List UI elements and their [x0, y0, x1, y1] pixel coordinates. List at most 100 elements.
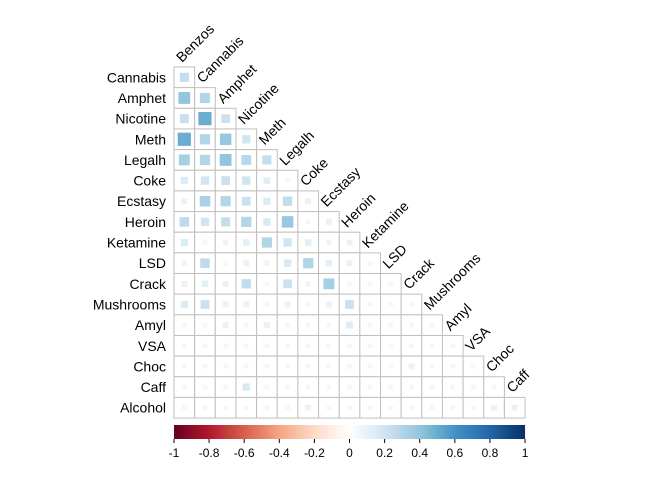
correlation-square	[198, 112, 212, 126]
correlation-cell	[276, 293, 299, 316]
column-label: LSD	[379, 241, 410, 272]
correlation-cell	[194, 149, 216, 171]
correlation-square	[281, 216, 294, 228]
correlation-cell	[235, 355, 258, 378]
correlation-cell	[297, 376, 320, 398]
colorbar-tick-label: 1	[522, 446, 529, 460]
correlation-square	[491, 384, 497, 390]
correlation-square	[180, 300, 188, 309]
correlation-square	[491, 404, 498, 411]
correlation-cell	[441, 376, 464, 398]
correlation-square	[182, 405, 187, 411]
correlation-cell	[214, 231, 237, 254]
colorbar-tick-label: 0.4	[411, 446, 428, 460]
correlation-square	[285, 384, 290, 390]
correlation-square	[202, 343, 208, 349]
correlation-square	[409, 302, 414, 307]
correlation-cell	[194, 211, 216, 233]
correlation-cell	[256, 273, 278, 295]
correlation-square	[223, 260, 228, 266]
correlation-cell	[297, 190, 320, 213]
correlation-cell	[214, 314, 237, 336]
correlation-square	[347, 364, 352, 369]
correlation-square	[181, 260, 187, 266]
correlation-cell	[235, 293, 258, 316]
row-label: Caff	[141, 379, 167, 395]
correlation-square	[347, 281, 352, 287]
correlation-cell	[297, 252, 320, 275]
correlation-cell	[318, 396, 340, 419]
correlation-square	[263, 322, 270, 329]
correlation-cell	[400, 334, 423, 357]
correlation-square	[241, 279, 251, 289]
correlation-square	[388, 364, 394, 369]
correlation-cell	[173, 190, 196, 213]
correlation-cell	[235, 334, 258, 357]
correlation-square	[303, 258, 314, 269]
correlation-cell	[256, 355, 278, 378]
correlation-square	[179, 217, 190, 227]
correlation-cell	[297, 396, 320, 419]
correlation-square	[367, 364, 373, 369]
correlation-cell	[359, 314, 382, 336]
correlation-cell	[194, 231, 216, 254]
correlation-cell	[483, 376, 505, 398]
colorbar-tick-label: -0.6	[234, 446, 255, 460]
correlation-cell	[380, 376, 402, 398]
correlation-square	[305, 198, 312, 205]
correlation-square	[182, 322, 187, 328]
correlation-cell	[194, 252, 216, 275]
correlation-square	[179, 114, 189, 124]
correlation-square	[347, 343, 352, 349]
correlation-square	[177, 132, 191, 146]
correlation-cell	[441, 396, 464, 419]
correlation-cell	[173, 211, 196, 233]
correlation-cell	[318, 376, 340, 398]
correlation-cell	[359, 293, 382, 316]
correlation-cell	[235, 231, 258, 254]
correlation-cell	[462, 355, 485, 378]
correlation-square	[243, 322, 249, 328]
correlation-cell	[318, 334, 340, 357]
correlation-square	[179, 72, 189, 82]
correlation-cell	[256, 376, 278, 398]
correlation-cell	[173, 87, 196, 109]
correlation-square	[264, 364, 270, 369]
correlation-cell	[214, 211, 237, 233]
correlation-square	[263, 218, 271, 226]
correlation-cell	[338, 293, 361, 316]
correlation-cell	[173, 334, 196, 357]
correlation-cell	[380, 334, 402, 357]
colorbar-tick-label: 0.6	[446, 446, 463, 460]
correlation-square	[241, 196, 251, 206]
correlation-cell	[256, 396, 278, 419]
correlation-square	[285, 364, 290, 369]
row-label: Meth	[135, 131, 166, 147]
correlation-cell	[214, 128, 237, 151]
correlation-square	[409, 343, 414, 349]
colorbar: -1 -0.8 -0.6 -0.4 -0.2 0 0.2 0.4 0.6 0.8 1	[169, 425, 529, 460]
row-label: Alcohol	[120, 400, 166, 416]
correlation-square	[264, 302, 270, 307]
correlation-square	[409, 384, 414, 390]
correlation-cell	[276, 169, 299, 192]
column-label: Heroin	[338, 190, 378, 230]
row-labels: Cannabis Amphet Nicotine Meth Legalh Coke Ecst…	[93, 69, 167, 415]
correlation-cell	[214, 355, 237, 378]
correlation-square	[243, 301, 250, 308]
correlation-square	[305, 219, 311, 225]
correlation-square	[511, 404, 518, 411]
correlation-cell	[276, 376, 299, 398]
correlation-cell	[214, 396, 237, 419]
correlation-cell	[276, 190, 299, 213]
correlation-square	[243, 260, 250, 267]
row-label: Heroin	[125, 214, 166, 230]
correlation-square	[305, 302, 311, 307]
correlation-cell	[318, 355, 340, 378]
correlation-cell	[441, 355, 464, 378]
correlation-square	[241, 154, 252, 165]
correlation-square	[263, 177, 271, 184]
correlation-cell	[235, 252, 258, 275]
correlation-square	[305, 343, 311, 349]
correlation-square	[263, 197, 271, 205]
